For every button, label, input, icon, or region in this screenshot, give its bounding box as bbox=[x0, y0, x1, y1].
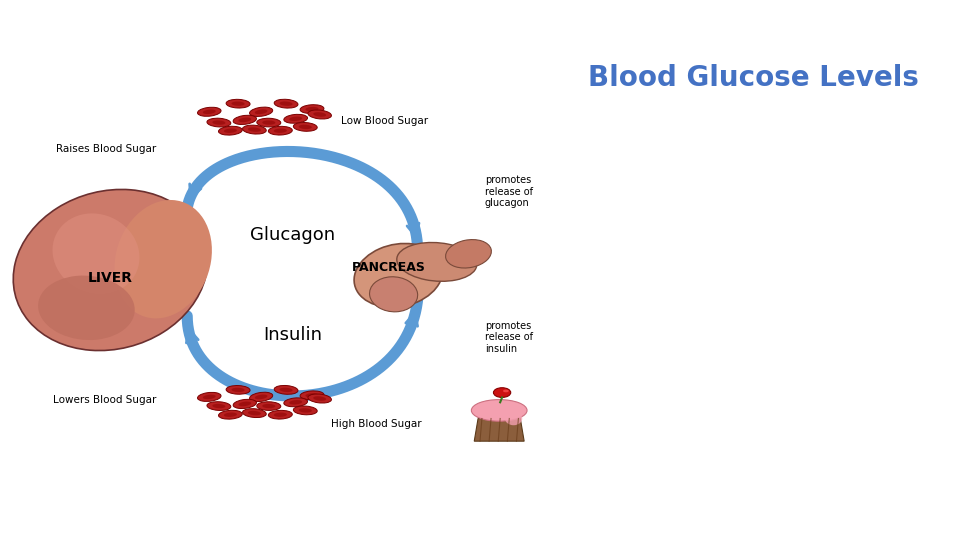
Ellipse shape bbox=[231, 102, 245, 106]
Text: Blood Glucose Levels: Blood Glucose Levels bbox=[588, 64, 919, 92]
Ellipse shape bbox=[227, 386, 250, 394]
Ellipse shape bbox=[114, 200, 212, 319]
Ellipse shape bbox=[238, 118, 252, 122]
Ellipse shape bbox=[354, 244, 443, 307]
Text: promotes
release of
insulin: promotes release of insulin bbox=[485, 321, 533, 354]
Ellipse shape bbox=[299, 125, 312, 129]
Ellipse shape bbox=[274, 413, 287, 417]
Ellipse shape bbox=[231, 388, 245, 392]
Ellipse shape bbox=[219, 410, 242, 419]
Ellipse shape bbox=[262, 404, 276, 408]
Ellipse shape bbox=[289, 117, 302, 121]
Ellipse shape bbox=[203, 110, 216, 114]
Ellipse shape bbox=[203, 395, 216, 399]
Text: Insulin: Insulin bbox=[263, 326, 323, 344]
Ellipse shape bbox=[207, 118, 230, 127]
Ellipse shape bbox=[294, 123, 317, 131]
Ellipse shape bbox=[224, 129, 237, 133]
Ellipse shape bbox=[289, 400, 302, 404]
Ellipse shape bbox=[471, 400, 527, 421]
Ellipse shape bbox=[53, 213, 139, 294]
Ellipse shape bbox=[294, 406, 317, 415]
Ellipse shape bbox=[262, 120, 276, 125]
Text: PANCREAS: PANCREAS bbox=[352, 261, 425, 274]
Ellipse shape bbox=[313, 112, 326, 117]
Ellipse shape bbox=[284, 114, 307, 123]
Ellipse shape bbox=[212, 404, 226, 408]
Ellipse shape bbox=[243, 409, 266, 417]
Ellipse shape bbox=[275, 99, 298, 108]
Ellipse shape bbox=[254, 110, 268, 114]
Ellipse shape bbox=[198, 107, 221, 116]
Ellipse shape bbox=[305, 393, 319, 397]
Ellipse shape bbox=[257, 118, 280, 127]
Ellipse shape bbox=[308, 110, 331, 119]
Text: Glucagon: Glucagon bbox=[251, 226, 335, 244]
Ellipse shape bbox=[300, 391, 324, 400]
Ellipse shape bbox=[13, 190, 207, 350]
Ellipse shape bbox=[269, 410, 292, 419]
Ellipse shape bbox=[250, 107, 273, 117]
Ellipse shape bbox=[275, 386, 298, 394]
Ellipse shape bbox=[243, 125, 266, 134]
Ellipse shape bbox=[370, 277, 418, 312]
Ellipse shape bbox=[396, 242, 477, 281]
Text: Lowers Blood Sugar: Lowers Blood Sugar bbox=[53, 395, 156, 404]
Ellipse shape bbox=[503, 390, 509, 392]
Ellipse shape bbox=[227, 99, 250, 108]
Ellipse shape bbox=[212, 120, 226, 125]
Ellipse shape bbox=[207, 402, 230, 410]
Ellipse shape bbox=[279, 102, 293, 106]
Ellipse shape bbox=[305, 107, 319, 111]
Ellipse shape bbox=[233, 115, 256, 125]
Ellipse shape bbox=[279, 388, 293, 392]
Ellipse shape bbox=[493, 388, 511, 397]
Ellipse shape bbox=[224, 413, 237, 417]
Ellipse shape bbox=[308, 394, 331, 403]
Text: promotes
release of
glucagon: promotes release of glucagon bbox=[485, 175, 533, 208]
Ellipse shape bbox=[248, 411, 261, 415]
Ellipse shape bbox=[257, 402, 280, 410]
Ellipse shape bbox=[300, 105, 324, 113]
Text: Raises Blood Sugar: Raises Blood Sugar bbox=[56, 144, 156, 153]
Ellipse shape bbox=[250, 392, 273, 402]
Text: High Blood Sugar: High Blood Sugar bbox=[331, 419, 421, 429]
Ellipse shape bbox=[233, 399, 256, 409]
Ellipse shape bbox=[274, 129, 287, 133]
Ellipse shape bbox=[505, 411, 522, 426]
Ellipse shape bbox=[38, 275, 134, 340]
Ellipse shape bbox=[219, 126, 242, 135]
Text: Low Blood Sugar: Low Blood Sugar bbox=[341, 117, 428, 126]
Ellipse shape bbox=[299, 408, 312, 413]
Ellipse shape bbox=[254, 395, 268, 399]
Ellipse shape bbox=[248, 127, 261, 132]
Text: LIVER: LIVER bbox=[88, 271, 132, 285]
Ellipse shape bbox=[284, 398, 307, 407]
Ellipse shape bbox=[198, 393, 221, 401]
Ellipse shape bbox=[238, 402, 252, 406]
Polygon shape bbox=[474, 418, 524, 441]
Ellipse shape bbox=[445, 240, 492, 268]
Ellipse shape bbox=[313, 396, 326, 401]
Ellipse shape bbox=[269, 126, 292, 135]
